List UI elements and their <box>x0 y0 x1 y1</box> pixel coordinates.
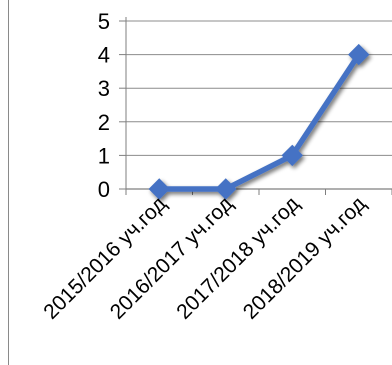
x-category-label: 2018/2019 уч.год <box>239 192 371 324</box>
x-category-label: 2017/2018 уч.год <box>172 192 304 324</box>
series-line <box>156 51 362 192</box>
x-category-label: 2016/2017 уч.год <box>106 192 238 324</box>
series-line-group <box>148 43 370 200</box>
data-point-marker <box>281 144 303 167</box>
y-tick-labels: 0 1 2 3 4 5 <box>98 9 110 202</box>
data-point-marker <box>348 43 370 66</box>
y-tick-label: 1 <box>98 143 110 168</box>
axes <box>125 17 392 195</box>
data-point-marker <box>215 178 237 200</box>
y-tick-label: 0 <box>98 177 110 202</box>
y-tick-label: 5 <box>98 9 110 34</box>
chart-frame-left-border <box>8 0 9 365</box>
y-tick-label: 3 <box>98 76 110 101</box>
y-tick-label: 4 <box>98 43 110 68</box>
data-point-marker <box>148 178 170 200</box>
x-category-label: 2015/2016 уч.год <box>39 192 171 324</box>
y-tick-label: 2 <box>98 110 110 135</box>
gridlines <box>119 20 392 190</box>
